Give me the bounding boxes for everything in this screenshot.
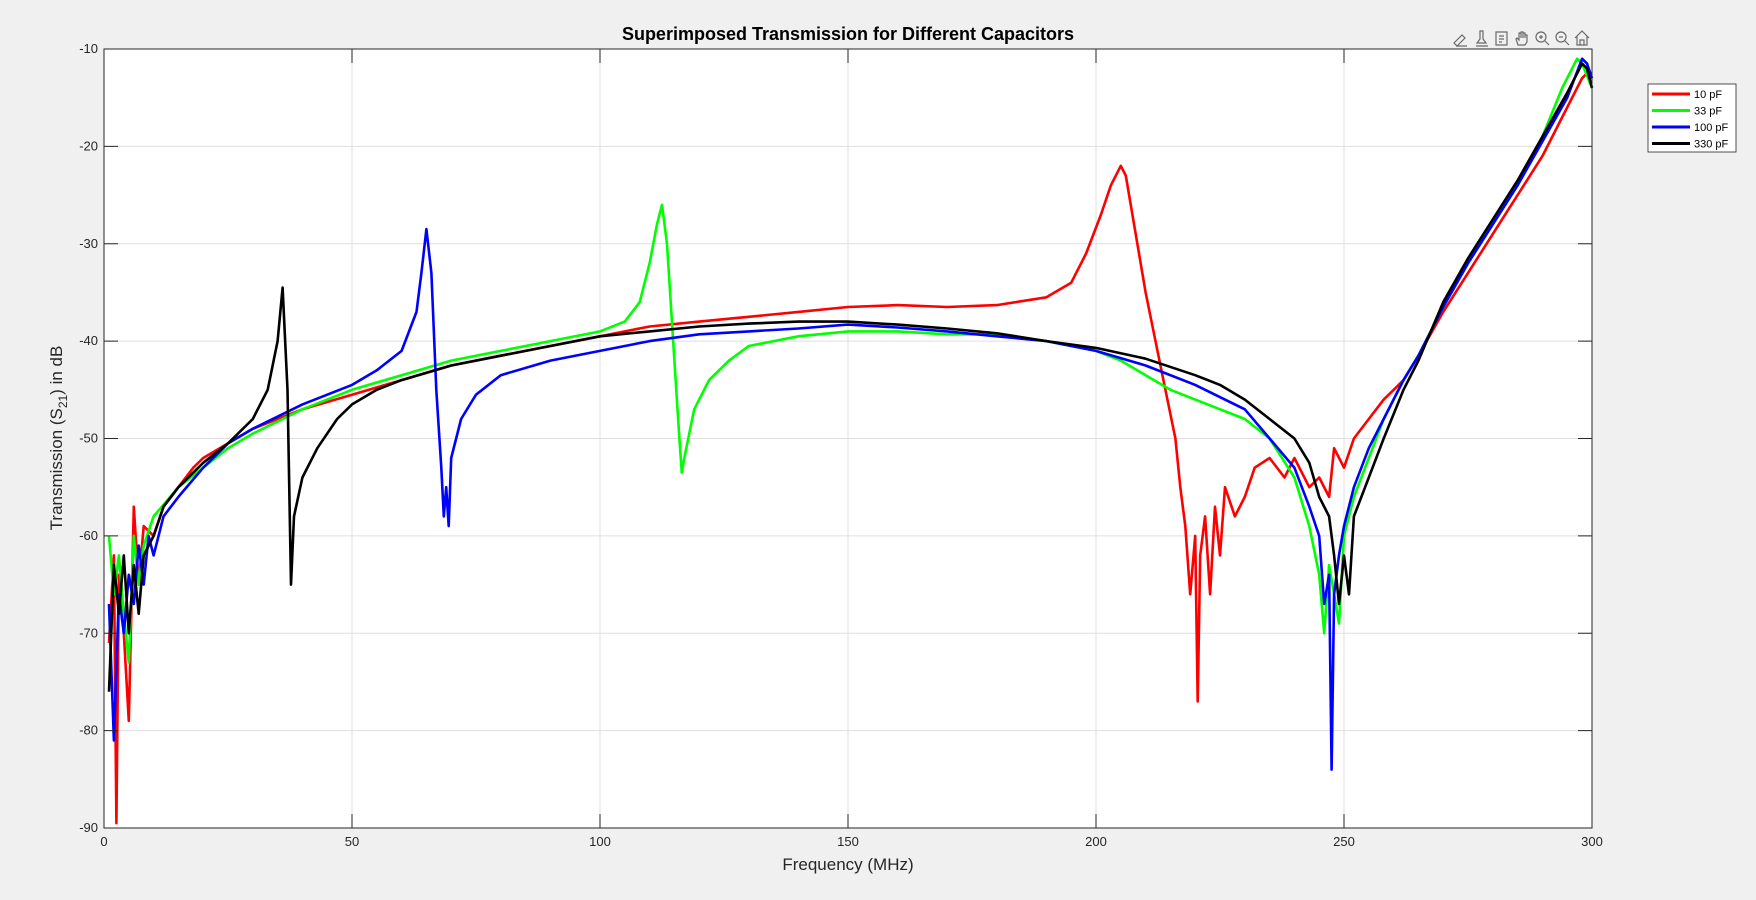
y-tick-labels: -90 -80 -70 -60 -50 -40 -30 -20 -10 [79, 41, 98, 835]
y-tick-label: -20 [79, 138, 98, 153]
x-tick-label: 50 [345, 834, 359, 849]
y-tick-label: -10 [79, 41, 98, 56]
chart-title: Superimposed Transmission for Different … [622, 24, 1074, 44]
legend-label-33-pf: 33 pF [1694, 106, 1722, 118]
tick-marks [103, 48, 1593, 829]
y-axis-label: Transmission (S21) in dB [47, 346, 70, 531]
zoom-in-icon[interactable] [1535, 31, 1550, 46]
export-icon[interactable] [1495, 31, 1508, 46]
x-tick-label: 250 [1333, 834, 1355, 849]
y-tick-label: -60 [79, 528, 98, 543]
series-line-33-pf [107, 57, 1594, 664]
x-tick-labels: 0 50 100 150 200 250 300 [100, 834, 1602, 849]
x-tick-label: 150 [837, 834, 859, 849]
series-line-100-pf [107, 57, 1594, 771]
x-tick-label: 0 [100, 834, 107, 849]
datatip-icon[interactable] [1475, 30, 1488, 47]
legend-label-100-pf: 100 pF [1694, 122, 1729, 134]
series-line-10-pf [107, 72, 1593, 825]
x-axis-label: Frequency (MHz) [782, 855, 913, 874]
y-axis-label-sub: 21 [56, 394, 70, 408]
y-axis-label-post: ) in dB [47, 346, 66, 395]
brush-icon[interactable] [1453, 34, 1467, 47]
zoom-out-icon[interactable] [1555, 31, 1570, 46]
legend-label-10-pf: 10 pF [1694, 89, 1722, 101]
y-tick-label: -50 [79, 431, 98, 446]
legend[interactable]: 10 pF 33 pF 100 pF 330 pF [1647, 83, 1737, 153]
home-icon[interactable] [1574, 30, 1590, 46]
plot-series [107, 57, 1594, 825]
x-tick-label: 200 [1085, 834, 1107, 849]
y-axis-label-pre: Transmission (S [47, 408, 66, 530]
x-tick-label: 300 [1581, 834, 1603, 849]
y-tick-label: -90 [79, 820, 98, 835]
x-tick-label: 100 [589, 834, 611, 849]
y-tick-label: -70 [79, 625, 98, 640]
y-tick-label: -40 [79, 333, 98, 348]
pan-icon[interactable] [1515, 31, 1528, 46]
legend-label-330-pf: 330 pF [1694, 139, 1729, 151]
series-line-330-pf [107, 62, 1594, 692]
y-tick-label: -80 [79, 723, 98, 738]
y-tick-label: -30 [79, 236, 98, 251]
axes-toolbar[interactable] [1453, 30, 1590, 47]
